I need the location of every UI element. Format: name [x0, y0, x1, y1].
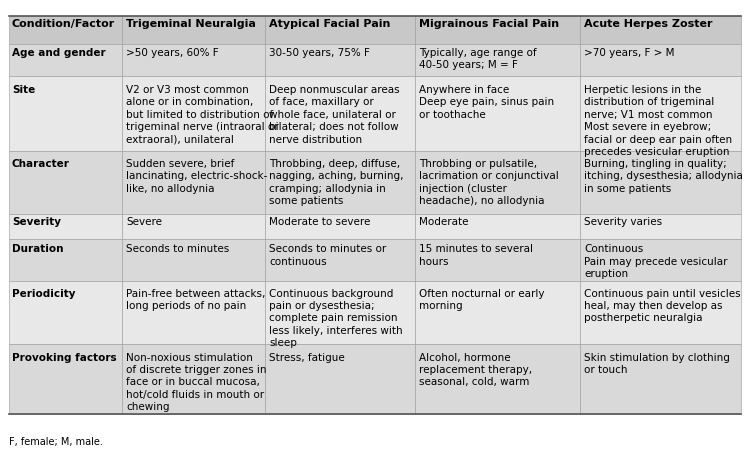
Bar: [580, 214, 741, 239]
Bar: [122, 44, 266, 76]
Text: Periodicity: Periodicity: [12, 288, 75, 298]
Text: Deep nonmuscular areas
of face, maxillary or
whole face, unilateral or
bilateral: Deep nonmuscular areas of face, maxillar…: [269, 85, 400, 145]
Text: Seconds to minutes or
continuous: Seconds to minutes or continuous: [269, 244, 386, 267]
Bar: [122, 151, 266, 214]
Bar: [9, 344, 122, 414]
Bar: [9, 151, 122, 214]
Bar: [580, 16, 741, 44]
Bar: [9, 44, 122, 76]
Bar: [122, 76, 266, 151]
Text: Duration: Duration: [12, 244, 63, 254]
Text: >70 years, F > M: >70 years, F > M: [584, 48, 674, 58]
Bar: [9, 281, 122, 344]
Text: Throbbing or pulsatile,
lacrimation or conjunctival
injection (cluster
headache): Throbbing or pulsatile, lacrimation or c…: [419, 159, 560, 206]
Bar: [416, 44, 580, 76]
Text: Typically, age range of
40-50 years; M = F: Typically, age range of 40-50 years; M =…: [419, 48, 537, 70]
Bar: [122, 281, 266, 344]
Bar: [580, 76, 741, 151]
Bar: [266, 16, 416, 44]
Bar: [9, 16, 122, 44]
Bar: [122, 214, 266, 239]
Text: Sudden severe, brief
lancinating, electric-shock-
like, no allodynia: Sudden severe, brief lancinating, electr…: [126, 159, 268, 193]
Bar: [580, 44, 741, 76]
Bar: [266, 344, 416, 414]
Text: Condition/Factor: Condition/Factor: [12, 19, 115, 29]
Text: >50 years, 60% F: >50 years, 60% F: [126, 48, 219, 58]
Text: Continuous background
pain or dysesthesia;
complete pain remission
less likely, : Continuous background pain or dysesthesi…: [269, 288, 403, 348]
Bar: [122, 344, 266, 414]
Text: Anywhere in face
Deep eye pain, sinus pain
or toothache: Anywhere in face Deep eye pain, sinus pa…: [419, 85, 554, 120]
Text: Site: Site: [12, 85, 35, 95]
Text: Trigeminal Neuralgia: Trigeminal Neuralgia: [126, 19, 256, 29]
Text: Throbbing, deep, diffuse,
nagging, aching, burning,
cramping; allodynia in
some : Throbbing, deep, diffuse, nagging, achin…: [269, 159, 404, 206]
Bar: [266, 44, 416, 76]
Bar: [9, 76, 122, 151]
Bar: [122, 239, 266, 281]
Text: Pain-free between attacks,
long periods of no pain: Pain-free between attacks, long periods …: [126, 288, 266, 311]
Text: Burning, tingling in quality;
itching, dysesthesia; allodynia
in some patients: Burning, tingling in quality; itching, d…: [584, 159, 742, 193]
Text: Severity varies: Severity varies: [584, 217, 662, 228]
Text: Migrainous Facial Pain: Migrainous Facial Pain: [419, 19, 560, 29]
Bar: [9, 239, 122, 281]
Text: 30-50 years, 75% F: 30-50 years, 75% F: [269, 48, 370, 58]
Text: Moderate to severe: Moderate to severe: [269, 217, 370, 228]
Bar: [416, 151, 580, 214]
Bar: [416, 214, 580, 239]
Bar: [416, 239, 580, 281]
Bar: [416, 16, 580, 44]
Text: Severe: Severe: [126, 217, 162, 228]
Text: Stress, fatigue: Stress, fatigue: [269, 353, 345, 363]
Bar: [416, 281, 580, 344]
Text: Moderate: Moderate: [419, 217, 469, 228]
Text: Non-noxious stimulation
of discrete trigger zones in
face or in buccal mucosa,
h: Non-noxious stimulation of discrete trig…: [126, 353, 266, 412]
Bar: [580, 239, 741, 281]
Bar: [266, 151, 416, 214]
Bar: [416, 344, 580, 414]
Bar: [580, 151, 741, 214]
Bar: [266, 76, 416, 151]
Text: Provoking factors: Provoking factors: [12, 353, 116, 363]
Bar: [266, 281, 416, 344]
Bar: [9, 214, 122, 239]
Bar: [580, 281, 741, 344]
Text: Herpetic lesions in the
distribution of trigeminal
nerve; V1 most common
Most se: Herpetic lesions in the distribution of …: [584, 85, 732, 157]
Bar: [580, 344, 741, 414]
Text: Severity: Severity: [12, 217, 61, 228]
Bar: [416, 76, 580, 151]
Text: Alcohol, hormone
replacement therapy,
seasonal, cold, warm: Alcohol, hormone replacement therapy, se…: [419, 353, 532, 388]
Text: 15 minutes to several
hours: 15 minutes to several hours: [419, 244, 533, 267]
Bar: [266, 214, 416, 239]
Text: Continuous
Pain may precede vesicular
eruption: Continuous Pain may precede vesicular er…: [584, 244, 728, 279]
Text: Acute Herpes Zoster: Acute Herpes Zoster: [584, 19, 712, 29]
Text: Skin stimulation by clothing
or touch: Skin stimulation by clothing or touch: [584, 353, 730, 375]
Text: F, female; M, male.: F, female; M, male.: [9, 437, 103, 447]
Text: Atypical Facial Pain: Atypical Facial Pain: [269, 19, 390, 29]
Bar: [266, 239, 416, 281]
Text: V2 or V3 most common
alone or in combination,
but limited to distribution of
tri: V2 or V3 most common alone or in combina…: [126, 85, 279, 145]
Bar: [122, 16, 266, 44]
Text: Continuous pain until vesicles
heal, may then develop as
postherpetic neuralgia: Continuous pain until vesicles heal, may…: [584, 288, 740, 324]
Text: Age and gender: Age and gender: [12, 48, 106, 58]
Text: Character: Character: [12, 159, 70, 169]
Text: Often nocturnal or early
morning: Often nocturnal or early morning: [419, 288, 545, 311]
Text: Seconds to minutes: Seconds to minutes: [126, 244, 230, 254]
